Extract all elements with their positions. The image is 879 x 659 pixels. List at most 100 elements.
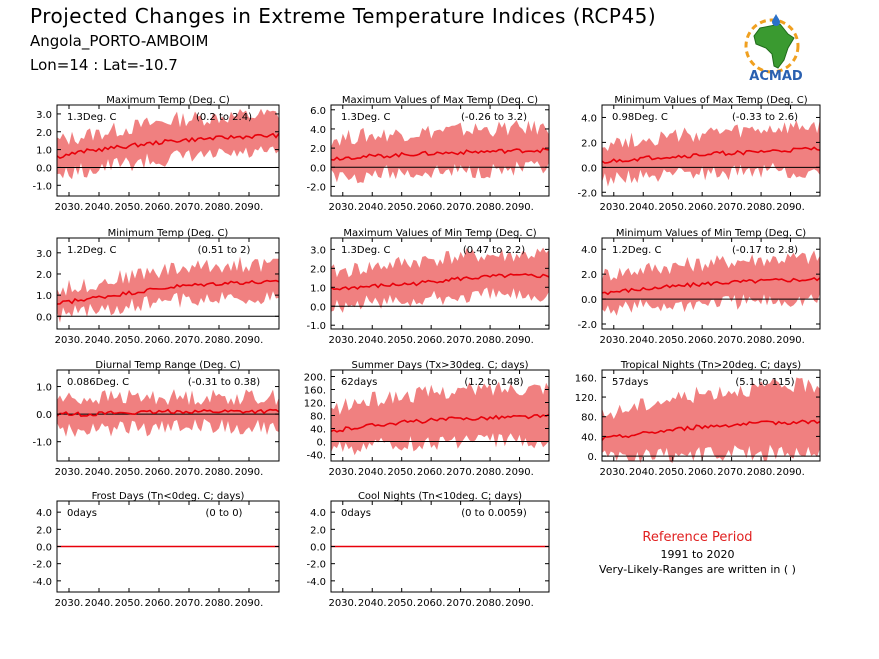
x-tick-label: 2040. (85, 335, 114, 346)
x-tick-label: 2070. (175, 335, 204, 346)
chart-title: Tropical Nights (Tn>20deg. C; days) (620, 360, 801, 371)
x-tick-label: 2040. (358, 202, 387, 213)
range-label: (0.51 to 2) (198, 245, 251, 256)
y-tick-label: 80. (310, 412, 326, 423)
x-tick-label: 2090. (235, 598, 264, 609)
chart-panel: 2030. 2040. 2050. 2060. 2070. 2080. 2090. -1.0 0… (306, 228, 550, 346)
x-tick-label: 2030. (328, 467, 357, 478)
range-label: (-0.26 to 3.2) (461, 112, 527, 123)
x-tick-label: 2040. (358, 335, 387, 346)
range-label: (1.2 to 148) (464, 377, 523, 388)
plot-frame (56, 369, 280, 462)
plot-frame (330, 104, 550, 197)
x-tick-label: 2080. (747, 467, 776, 478)
y-tick-label: 4.0 (36, 508, 52, 519)
median-line (601, 146, 821, 164)
range-label: (-0.33 to 2.6) (732, 112, 798, 123)
x-tick-label: 2030. (55, 335, 84, 346)
chart-title: Cool Nights (Tn<10deg. C; days) (358, 491, 522, 502)
chart-title: Summer Days (Tx>30deg. C; days) (351, 360, 528, 371)
chart-panel: 2030. 2040. 2050. 2060. 2070. 2080. 2090. -1.0 0… (32, 95, 280, 213)
chart-title: Maximum Values of Max Temp (Deg. C) (342, 95, 538, 106)
plot-frame (56, 237, 280, 330)
x-tick-label: 2080. (205, 335, 234, 346)
plot-frame (330, 237, 550, 330)
x-tick-label: 2040. (85, 598, 114, 609)
reference-years: 1991 to 2020 (660, 548, 735, 561)
reference-info: Reference Period 1991 to 2020 Very-Likel… (580, 530, 815, 576)
range-band (602, 250, 820, 316)
y-tick-label: 0.0 (581, 295, 597, 306)
y-tick-label: 2.0 (36, 270, 52, 281)
x-tick-label: 2060. (688, 335, 717, 346)
range-label: (0.47 to 2.2) (463, 245, 525, 256)
x-tick-label: 2070. (446, 202, 475, 213)
range-band (57, 389, 279, 437)
x-tick-label: 2080. (205, 467, 234, 478)
range-band (57, 108, 279, 180)
x-tick-label: 2080. (205, 598, 234, 609)
range-band (331, 120, 549, 184)
y-tick-label: -4.0 (32, 577, 52, 588)
x-tick-label: 2080. (747, 202, 776, 213)
median-line (56, 132, 280, 159)
summary-label: 0.086Deg. C (67, 377, 129, 388)
y-tick-label: 0. (587, 452, 597, 463)
x-tick-label: 2060. (145, 598, 174, 609)
x-tick-label: 2080. (476, 598, 505, 609)
x-tick-label: 2070. (175, 202, 204, 213)
chart-panel: 2030. 2040. 2050. 2060. 2070. 2080. 2090. 0.0 1.… (36, 228, 280, 346)
x-tick-label: 2090. (776, 467, 805, 478)
x-tick-label: 2090. (235, 467, 264, 478)
x-tick-label: 2030. (599, 335, 628, 346)
y-tick-label: -2.0 (306, 560, 326, 571)
x-tick-label: 2060. (145, 335, 174, 346)
y-tick-label: 2.0 (310, 264, 326, 275)
y-tick-label: 3.0 (310, 245, 326, 256)
y-tick-label: -40. (306, 451, 326, 462)
y-tick-label: 1.0 (36, 383, 52, 394)
plot-frame (601, 237, 821, 330)
y-tick-label: 0.0 (581, 163, 597, 174)
y-tick-label: -4.0 (306, 577, 326, 588)
y-tick-label: 0.0 (36, 543, 52, 554)
x-tick-label: 2090. (776, 335, 805, 346)
chart-panel: 2030. 2040. 2050. 2060. 2070. 2080. 2090. -40. 0… (304, 360, 550, 478)
y-tick-label: -2.0 (32, 560, 52, 571)
x-tick-label: 2050. (658, 202, 687, 213)
reference-note: Very-Likely-Ranges are written in ( ) (599, 563, 796, 576)
summary-label: 62days (341, 377, 377, 388)
x-tick-label: 2090. (776, 202, 805, 213)
x-tick-label: 2030. (55, 467, 84, 478)
y-tick-label: 160. (304, 386, 326, 397)
x-tick-label: 2090. (505, 335, 534, 346)
range-label: (0 to 0.0059) (461, 508, 527, 519)
x-tick-label: 2060. (145, 467, 174, 478)
y-tick-label: 4.0 (310, 125, 326, 136)
africa-continent-logo-icon: ACMAD (744, 14, 803, 84)
median-line (56, 408, 280, 417)
y-tick-label: -2.0 (577, 188, 597, 199)
location-label: Angola_PORTO-AMBOIM (30, 32, 209, 50)
y-tick-label: 0.0 (310, 302, 326, 313)
chart-panel: 2030. 2040. 2050. 2060. 2070. 2080. 2090. -2.0 0… (577, 95, 821, 213)
plot-frame (601, 369, 821, 462)
x-tick-label: 2040. (629, 202, 658, 213)
logo-text: ACMAD (749, 69, 803, 84)
x-tick-label: 2040. (85, 202, 114, 213)
y-tick-label: 3.0 (36, 110, 52, 121)
y-tick-label: 4.0 (310, 508, 326, 519)
summary-label: 0days (341, 508, 371, 519)
x-tick-label: 2080. (476, 202, 505, 213)
y-tick-label: 160. (575, 373, 597, 384)
summary-label: 0.98Deg. C (612, 112, 668, 123)
y-tick-label: 2.0 (36, 128, 52, 139)
x-tick-label: 2030. (599, 467, 628, 478)
x-tick-label: 2080. (476, 335, 505, 346)
chart-panel: 2030. 2040. 2050. 2060. 2070. 2080. 2090. -1.0 0… (32, 360, 280, 478)
x-tick-label: 2070. (175, 467, 204, 478)
x-tick-label: 2040. (358, 598, 387, 609)
x-tick-label: 2070. (717, 202, 746, 213)
plot-frame (56, 104, 280, 197)
